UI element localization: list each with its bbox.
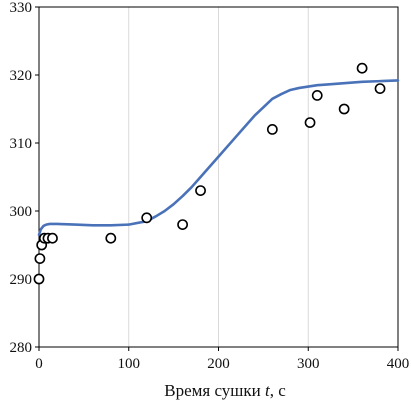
y-tick-label: 300	[10, 204, 33, 220]
point-layer	[33, 62, 386, 285]
data-point	[177, 219, 188, 230]
y-tick-label: 330	[10, 0, 33, 16]
data-point	[34, 253, 46, 264]
model-curve-line	[37, 79, 400, 237]
curve-layer	[37, 79, 400, 237]
axis-layer	[35, 6, 399, 351]
y-tick-label: 310	[10, 136, 33, 152]
label-layer: 280 290 300 310 320 330 0 100 200 300 400	[10, 0, 410, 372]
x-tick-label: 100	[118, 356, 141, 372]
x-axis-title-variable: t	[265, 381, 271, 400]
y-tick-label: 280	[10, 340, 33, 356]
x-tick-label: 0	[35, 356, 43, 372]
x-tick-label: 300	[297, 356, 320, 372]
data-point	[311, 90, 323, 101]
data-point	[304, 117, 316, 128]
x-axis-title-main: Время сушки	[164, 381, 265, 400]
y-tick-label: 320	[10, 68, 33, 84]
x-axis-title: Время сушки t, с	[164, 381, 286, 400]
data-point	[374, 83, 386, 94]
x-tick-label: 400	[387, 356, 410, 372]
y-tick-label: 290	[10, 272, 33, 288]
data-point	[141, 212, 153, 224]
data-point	[356, 62, 368, 74]
data-point	[47, 232, 58, 244]
data-point	[33, 273, 45, 285]
data-point	[195, 185, 206, 196]
data-point	[266, 123, 278, 135]
data-point	[338, 103, 350, 115]
data-point	[105, 232, 117, 244]
x-axis-title-unit: , с	[270, 381, 287, 400]
grid-layer	[128, 7, 399, 347]
x-tick-label: 200	[207, 356, 230, 372]
